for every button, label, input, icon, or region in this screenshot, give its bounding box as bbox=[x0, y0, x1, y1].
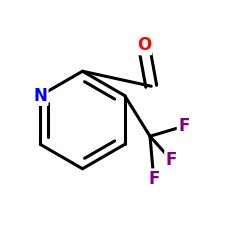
Text: F: F bbox=[178, 117, 190, 135]
Text: F: F bbox=[166, 151, 177, 169]
Text: N: N bbox=[33, 87, 47, 104]
Text: F: F bbox=[148, 170, 160, 188]
Text: O: O bbox=[136, 36, 151, 54]
